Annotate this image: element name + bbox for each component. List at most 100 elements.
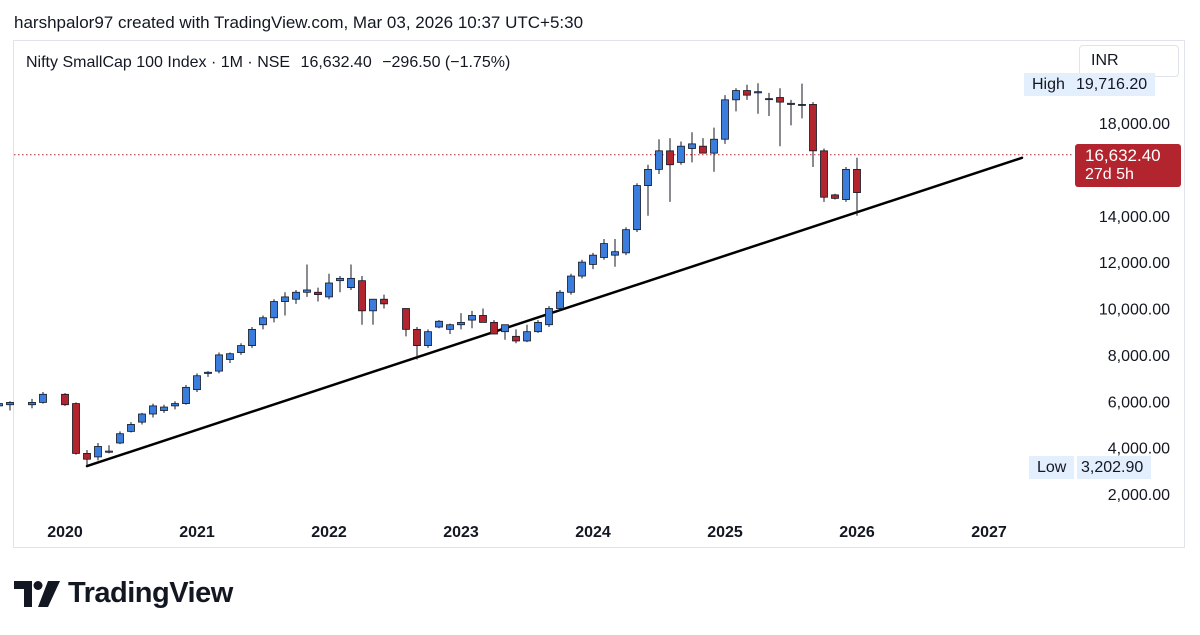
y-tick-label: 2,000.00 [1108, 487, 1170, 504]
x-tick-label: 2027 [971, 524, 1007, 541]
candle-up [149, 405, 157, 415]
candle-up [578, 261, 586, 277]
symbol-description: Nifty SmallCap 100 Index · 1M · NSE [26, 54, 291, 71]
candle-down [314, 291, 322, 295]
candle-down [402, 308, 410, 330]
candle-up [39, 393, 47, 403]
candle-up [611, 251, 619, 256]
candle-up [226, 353, 234, 360]
candle-up [292, 291, 300, 300]
candle-down [776, 97, 784, 103]
y-tick-label: 12,000.00 [1099, 255, 1170, 272]
candle-up [501, 324, 509, 333]
last-price-tag: 16,632.40 27d 5h [1075, 144, 1181, 187]
price-change-value: −296.50 (−1.75%) [382, 54, 511, 71]
x-tick-label: 2025 [707, 524, 743, 541]
candle-up [259, 317, 267, 326]
y-tick-label: 4,000.00 [1108, 441, 1170, 458]
candle-up [138, 413, 146, 423]
trendline [85, 156, 1024, 468]
low-value: 3,202.90 [1077, 456, 1152, 479]
candle-down [699, 145, 707, 154]
candle-up [754, 91, 762, 94]
candle-up [644, 168, 652, 187]
candle-up [655, 150, 663, 170]
y-tick-label: 18,000.00 [1099, 116, 1170, 133]
candle-up [303, 289, 311, 293]
x-tick-label: 2020 [47, 524, 83, 541]
candle-up [281, 296, 289, 302]
candle-down [72, 403, 80, 454]
candle-up [842, 168, 850, 200]
candle-up [523, 331, 531, 342]
candle-up [446, 324, 454, 330]
candle-down [809, 104, 817, 152]
candle-up [325, 282, 333, 298]
candle-up [127, 424, 135, 432]
candle-up [556, 291, 564, 309]
tradingview-wordmark: TradingView [68, 577, 233, 609]
candle-up [28, 402, 36, 406]
chart-attribution: harshpalor97 created with TradingView.co… [14, 13, 584, 32]
x-tick-label: 2021 [179, 524, 215, 541]
low-label: Low [1029, 456, 1075, 479]
candle-up [0, 403, 3, 407]
candle-up [369, 298, 377, 312]
candle-up [545, 308, 553, 326]
candle-down [61, 393, 69, 406]
candle-down [820, 150, 828, 198]
candle-up [182, 386, 190, 404]
symbol-legend: Nifty SmallCap 100 Index · 1M · NSE 16,6… [26, 54, 510, 72]
candle-up [424, 331, 432, 347]
candle-up [710, 138, 718, 154]
candle-up [677, 145, 685, 163]
candle-up [105, 450, 113, 453]
candle-up [765, 98, 773, 101]
candle-up [798, 104, 806, 106]
y-tick-label: 14,000.00 [1099, 209, 1170, 226]
candle-up [633, 185, 641, 231]
candle-up [336, 277, 344, 282]
candle-down [358, 280, 366, 312]
candle-up [600, 243, 608, 258]
last-price-tag-value: 16,632.40 [1085, 146, 1161, 165]
x-tick-label: 2026 [839, 524, 875, 541]
candle-up [721, 99, 729, 140]
candle-down [479, 315, 487, 323]
x-tick-label: 2022 [311, 524, 347, 541]
candle-up [732, 90, 740, 101]
candle-down [413, 328, 421, 346]
chart-frame[interactable] [13, 40, 1185, 548]
candle-up [248, 328, 256, 346]
candle-down [853, 168, 861, 193]
candle-down [83, 453, 91, 460]
bar-countdown: 27d 5h [1085, 166, 1134, 183]
candle-down [831, 194, 839, 199]
candle-up [457, 322, 465, 326]
tradingview-logo[interactable]: TradingView [14, 577, 233, 610]
high-label: High [1024, 73, 1073, 96]
candle-up [171, 403, 179, 407]
candle-down [743, 90, 751, 96]
candle-up [622, 229, 630, 254]
candle-up [787, 102, 795, 105]
candle-up [270, 301, 278, 319]
candle-down [512, 335, 520, 342]
candle-up [347, 277, 355, 289]
candle-up [567, 275, 575, 293]
candle-up [204, 371, 212, 374]
x-tick-label: 2024 [575, 524, 611, 541]
candle-down [490, 322, 498, 335]
candle-up [435, 320, 443, 328]
last-price-value: 16,632.40 [300, 54, 372, 71]
high-value: 19,716.20 [1072, 73, 1156, 96]
tradingview-logo-icon [14, 580, 60, 607]
candle-up [193, 375, 201, 391]
candle-up [534, 322, 542, 333]
y-tick-label: 8,000.00 [1108, 348, 1170, 365]
candle-up [160, 406, 168, 411]
candle-up [589, 254, 597, 265]
candle-up [6, 402, 14, 406]
candle-up [215, 354, 223, 372]
